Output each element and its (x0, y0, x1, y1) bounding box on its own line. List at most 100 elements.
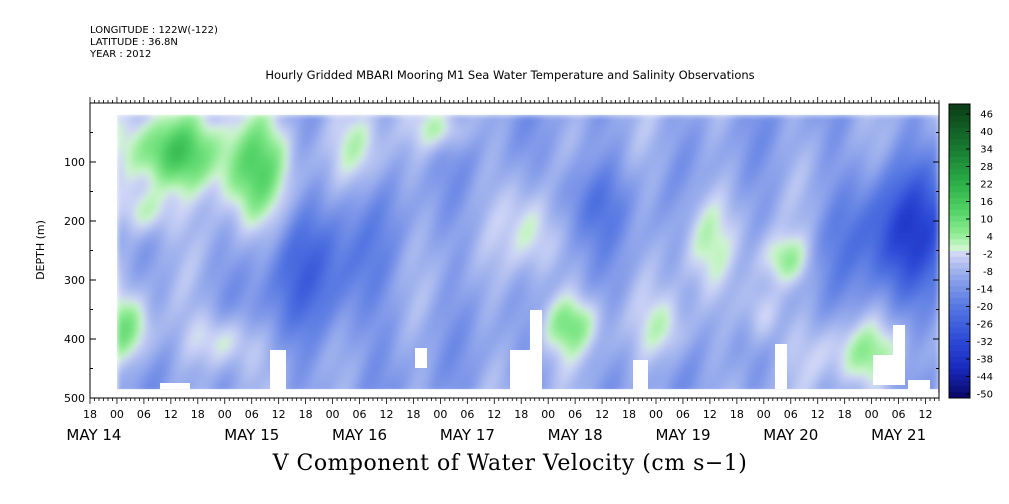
heatmap-cell (480, 144, 486, 151)
heatmap-cell (292, 350, 298, 358)
heatmap-cell (292, 179, 298, 187)
heatmap-cell (197, 132, 203, 139)
heatmap-cell (328, 309, 334, 316)
heatmap-cell (238, 221, 244, 228)
heatmap-cell (125, 114, 132, 122)
heatmap-cell (570, 356, 576, 364)
heatmap-cell (422, 156, 428, 163)
heatmap-cell (260, 297, 266, 305)
heatmap-cell (314, 250, 320, 257)
heatmap-cell (530, 150, 536, 157)
heatmap-cell (319, 303, 325, 311)
heatmap-cell (471, 303, 477, 311)
heatmap-cell (530, 215, 536, 222)
heatmap-cell (521, 250, 527, 257)
heatmap-cell (355, 344, 361, 352)
heatmap-cell (588, 221, 594, 228)
heatmap-cell (224, 344, 230, 352)
heatmap-cell (426, 344, 432, 352)
heatmap-cell (269, 215, 275, 222)
heatmap-cell (373, 380, 379, 387)
heatmap-cell (161, 285, 167, 293)
heatmap-cell (251, 327, 257, 334)
heatmap-cell (373, 144, 379, 151)
heatmap-cell (206, 256, 212, 263)
heatmap-cell (471, 238, 477, 246)
heatmap-cell (494, 380, 500, 387)
heatmap-cell (561, 344, 567, 352)
heatmap-cell (121, 179, 127, 187)
heatmap-cell (458, 173, 464, 181)
heatmap-cell (247, 167, 253, 175)
heatmap-cell (238, 185, 244, 193)
heatmap-cell (462, 315, 468, 322)
heatmap-cell (561, 232, 567, 240)
heatmap-cell (494, 114, 500, 122)
heatmap-cell (341, 162, 347, 169)
heatmap-cell (251, 150, 257, 157)
heatmap-cell (395, 250, 401, 257)
heatmap-cell (346, 126, 352, 134)
heatmap-cell (373, 285, 379, 293)
heatmap-cell (584, 362, 590, 370)
heatmap-cell (170, 256, 176, 263)
heatmap-cell (184, 232, 190, 240)
heatmap-cell (301, 268, 307, 275)
heatmap-cell (305, 268, 311, 275)
heatmap-cell (498, 350, 504, 358)
heatmap-cell (521, 274, 527, 281)
heatmap-cell (364, 226, 370, 234)
heatmap-cell (215, 374, 221, 381)
heatmap-cell (251, 291, 257, 299)
heatmap-cell (206, 380, 212, 387)
heatmap-cell (224, 221, 230, 228)
heatmap-cell (476, 268, 482, 275)
heatmap-cell (548, 368, 554, 375)
heatmap-cell (435, 368, 441, 375)
heatmap-cell (539, 274, 545, 281)
heatmap-cell (139, 309, 145, 316)
heatmap-cell (458, 297, 464, 305)
heatmap-cell (408, 203, 415, 210)
heatmap-cell (157, 291, 163, 299)
heatmap-cell (319, 215, 325, 222)
heatmap-cell (341, 215, 347, 222)
heatmap-cell (251, 315, 257, 322)
heatmap-cell (197, 232, 203, 240)
heatmap-cell (575, 274, 581, 281)
heatmap-cell (332, 215, 338, 222)
heatmap-cell (211, 274, 217, 281)
heatmap-cell (444, 368, 450, 375)
heatmap-cell (440, 339, 446, 346)
heatmap-cell (575, 162, 581, 169)
heatmap-cell (494, 368, 500, 375)
heatmap-cell (152, 179, 158, 187)
heatmap-cell (265, 114, 271, 122)
heatmap-cell (278, 114, 284, 122)
heatmap-cell (116, 221, 123, 228)
heatmap-cell (247, 291, 253, 299)
heatmap-cell (116, 120, 123, 128)
heatmap-cell (247, 185, 253, 193)
heatmap-cell (458, 114, 464, 122)
heatmap-cell (157, 144, 163, 151)
heatmap-cell (152, 238, 158, 246)
heatmap-cell (539, 197, 545, 204)
heatmap-cell (480, 262, 486, 269)
heatmap-cell (341, 356, 347, 364)
heatmap-cell (134, 262, 141, 269)
heatmap-cell (197, 291, 203, 299)
heatmap-cell (152, 380, 158, 387)
heatmap-cell (390, 173, 397, 181)
heatmap-cell (530, 221, 536, 228)
heatmap-cell (188, 327, 194, 334)
heatmap-cell (260, 280, 266, 287)
heatmap-cell (224, 327, 230, 334)
heatmap-cell (485, 327, 491, 334)
heatmap-cell (256, 285, 262, 293)
heatmap-cell (480, 126, 486, 134)
heatmap-cell (404, 327, 410, 334)
heatmap-cell (242, 185, 248, 193)
heatmap-cell (256, 262, 262, 269)
heatmap-cell (242, 126, 248, 134)
